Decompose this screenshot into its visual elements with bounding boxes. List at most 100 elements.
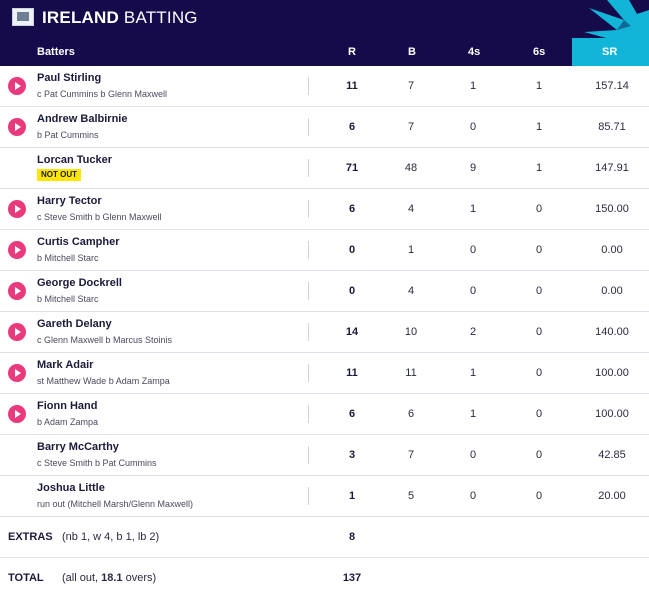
batter-name[interactable]: Mark Adair [37,359,94,371]
column-divider [308,241,309,259]
dismissal-text: b Mitchell Starc [37,294,99,304]
team-name: IRELAND [42,8,119,27]
table-row: Harry Tector c Steve Smith b Glenn Maxwel… [0,189,649,230]
total-detail-prefix: (all out, [62,572,102,584]
dismissal-text: st Matthew Wade b Adam Zampa [37,376,170,386]
total-detail: (all out, 18.1 overs) [62,572,156,584]
balls-cell: 4 [407,285,415,297]
strike-rate-cell: 0.00 [601,244,623,256]
fours-cell: 1 [469,408,477,420]
strike-rate-cell: 85.71 [598,121,626,133]
batter-name[interactable]: Lorcan Tucker [37,154,112,166]
table-row: Mark Adair st Matthew Wade b Adam Zampa 11… [0,353,649,394]
balls-cell: 1 [407,244,415,256]
col-runs: R [348,46,356,58]
total-label: TOTAL [8,572,44,584]
fours-cell: 0 [469,244,477,256]
column-divider [308,364,309,382]
sixes-cell: 0 [535,203,543,215]
fours-cell: 1 [469,80,477,92]
runs-cell: 71 [345,162,359,174]
play-video-icon[interactable] [8,118,26,136]
sixes-cell: 1 [535,162,543,174]
dismissal-text: b Mitchell Starc [37,253,99,263]
table-row: George Dockrell b Mitchell Starc 0 4 0 0 0.00 [0,271,649,312]
strike-rate-cell: 42.85 [598,449,626,461]
play-video-icon[interactable] [8,405,26,423]
batter-name[interactable]: Andrew Balbirnie [37,113,128,125]
col-strike-rate: SR [602,46,618,58]
page-title: IRELAND BATTING [42,8,198,28]
runs-cell: 1 [348,490,356,502]
sixes-cell: 1 [535,121,543,133]
balls-cell: 48 [404,162,418,174]
fours-cell: 0 [469,490,477,502]
batter-name[interactable]: Gareth Delany [37,318,112,330]
play-video-icon[interactable] [8,241,26,259]
balls-cell: 7 [407,121,415,133]
column-divider [308,282,309,300]
runs-cell: 6 [348,203,356,215]
fours-cell: 0 [469,449,477,461]
table-row: Andrew Balbirnie b Pat Cummins 6 7 0 1 85.71 [0,107,649,148]
batter-name[interactable]: George Dockrell [37,277,122,289]
sixes-cell: 0 [535,326,543,338]
column-header-row: Batters R B 4s 6s SR [0,38,649,66]
table-row: Paul Stirling c Pat Cummins b Glenn Maxwe… [0,66,649,107]
strike-rate-cell: 157.14 [595,80,629,92]
decorative-burst-icon [584,0,649,38]
play-video-icon[interactable] [8,323,26,341]
strike-rate-cell: 140.00 [595,326,629,338]
col-balls: B [408,46,416,58]
batter-name[interactable]: Barry McCarthy [37,441,119,453]
title-suffix: BATTING [123,8,198,27]
runs-cell: 6 [348,408,356,420]
runs-cell: 0 [348,285,356,297]
column-divider [308,159,309,177]
fours-cell: 1 [469,367,477,379]
table-row: Gareth Delany c Glenn Maxwell b Marcus St… [0,312,649,353]
fours-cell: 9 [469,162,477,174]
batter-name[interactable]: Paul Stirling [37,72,102,84]
fours-cell: 0 [469,121,477,133]
column-divider [308,323,309,341]
balls-cell: 11 [405,367,417,379]
batter-name[interactable]: Curtis Campher [37,236,120,248]
batter-name[interactable]: Fionn Hand [37,400,98,412]
sixes-cell: 1 [535,80,543,92]
fours-cell: 0 [469,285,477,297]
sixes-cell: 0 [535,244,543,256]
table-row: Joshua Little run out (Mitchell Marsh/Gle… [0,476,649,517]
batter-name[interactable]: Harry Tector [37,195,102,207]
runs-cell: 0 [348,244,356,256]
scorecard-header: IRELAND BATTING [0,0,649,38]
balls-cell: 5 [407,490,415,502]
play-video-icon[interactable] [8,282,26,300]
fours-cell: 1 [469,203,477,215]
table-row: Fionn Hand b Adam Zampa 6 6 1 0 100.00 [0,394,649,435]
strike-rate-cell: 100.00 [595,367,629,379]
extras-value: 8 [348,531,356,543]
extras-label: EXTRAS [8,531,53,543]
batter-name[interactable]: Joshua Little [37,482,105,494]
sixes-cell: 0 [535,449,543,461]
not-out-badge: NOT OUT [37,169,81,181]
play-video-icon[interactable] [8,200,26,218]
strike-rate-cell: 0.00 [601,285,623,297]
play-video-icon[interactable] [8,364,26,382]
balls-cell: 7 [407,449,415,461]
total-row: TOTAL (all out, 18.1 overs) 137 [0,558,649,599]
sixes-cell: 0 [535,367,543,379]
runs-cell: 11 [346,80,358,92]
table-row: Curtis Campher b Mitchell Starc 0 1 0 0 0.00 [0,230,649,271]
tournament-logo-icon [12,8,34,26]
sr-column-highlight [572,38,649,66]
balls-cell: 4 [407,203,415,215]
dismissal-text: b Adam Zampa [37,417,99,427]
dismissal-text: c Steve Smith b Glenn Maxwell [37,212,162,222]
play-video-icon[interactable] [8,77,26,95]
runs-cell: 6 [348,121,356,133]
dismissal-text: c Steve Smith b Pat Cummins [37,458,157,468]
column-divider [308,446,309,464]
col-sixes: 6s [533,46,546,58]
